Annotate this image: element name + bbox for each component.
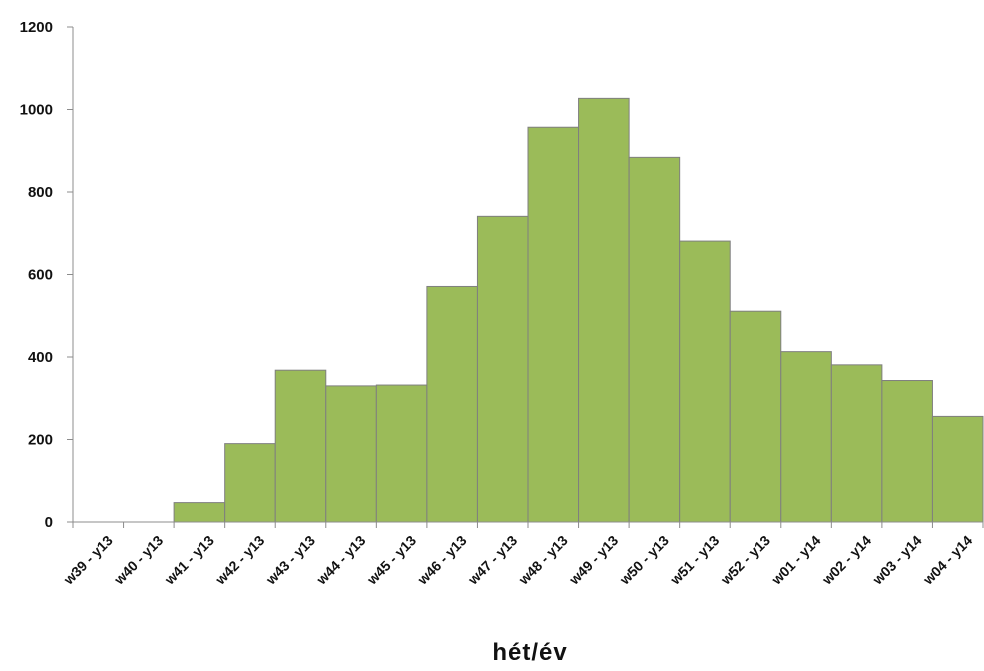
bar-w04-y14 (931, 415, 984, 523)
y-tick-label: 600 (28, 267, 53, 284)
y-tick-label: 1000 (20, 102, 53, 119)
x-tick-label: w41 - y13 (161, 532, 217, 588)
x-tick-label: w39 - y13 (60, 532, 116, 588)
x-tick-label: w46 - y13 (414, 532, 470, 588)
bar-w52-y13 (729, 310, 782, 523)
y-tick-label: 0 (45, 514, 53, 531)
bars-group (173, 97, 984, 523)
bar-w48-y13 (527, 126, 580, 523)
bar-w01-y14 (780, 351, 832, 523)
bar-w03-y14 (881, 380, 933, 523)
x-tick-label: w43 - y13 (262, 532, 318, 588)
bar-w41-y13 (173, 502, 226, 523)
bar-w43-y13 (274, 369, 327, 523)
x-tick-label: w01 - y14 (767, 532, 823, 588)
bar-w44-y13 (325, 385, 377, 523)
x-tick-label: w02 - y14 (818, 532, 874, 588)
x-tick-label: w47 - y13 (464, 532, 520, 588)
y-ticks-group: 0 200 400 600 800 1000 1200 (20, 19, 73, 531)
bar-w02-y14 (830, 364, 883, 523)
bar-w46-y13 (426, 285, 478, 523)
y-tick-label: 200 (28, 432, 53, 449)
x-tick-label: w52 - y13 (717, 532, 773, 588)
x-tick-label: w48 - y13 (515, 532, 571, 588)
x-tick-label: w40 - y13 (110, 532, 166, 588)
bar-w42-y13 (224, 443, 276, 523)
x-tick-label: w50 - y13 (616, 532, 672, 588)
y-tick-label: 1200 (20, 19, 53, 36)
bar-w47-y13 (476, 215, 529, 523)
x-tick-label: w49 - y13 (565, 532, 621, 588)
x-tick-label: w44 - y13 (312, 532, 368, 588)
y-tick-label: 400 (28, 349, 53, 366)
x-axis-title: hét/év (492, 639, 567, 666)
x-tick-label: w51 - y13 (666, 532, 722, 588)
bar-w50-y13 (628, 156, 681, 523)
bar-w45-y13 (375, 384, 428, 523)
x-tick-label: w03 - y14 (869, 532, 925, 588)
x-tick-label: w04 - y14 (919, 532, 975, 588)
x-tick-label: w42 - y13 (211, 532, 267, 588)
x-tick-label: w45 - y13 (363, 532, 419, 588)
bar-w49-y13 (578, 97, 630, 523)
bar-w51-y13 (679, 240, 731, 523)
y-tick-label: 800 (28, 184, 53, 201)
